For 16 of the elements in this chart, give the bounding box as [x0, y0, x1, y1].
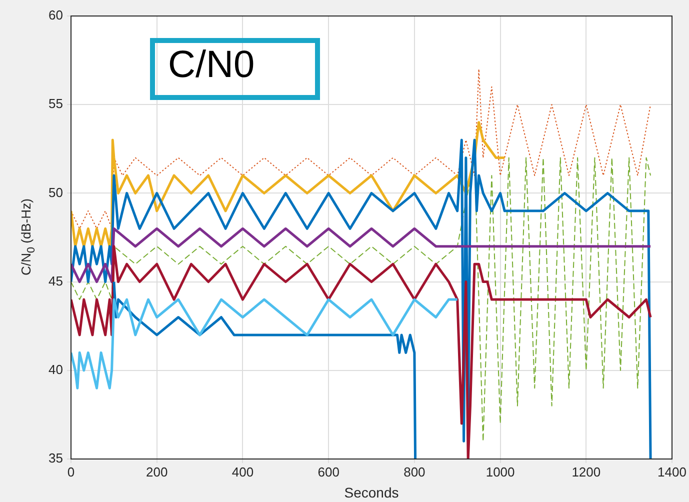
- y-tick-label: 50: [48, 184, 63, 200]
- x-tick-label: 0: [67, 464, 75, 480]
- x-tick-label: 400: [232, 464, 254, 480]
- x-tick-label: 600: [318, 464, 340, 480]
- y-tick-label: 40: [48, 362, 63, 377]
- y-tick-label: 60: [48, 8, 63, 23]
- x-tick-label: 1400: [658, 464, 686, 480]
- x-axis-title: Seconds: [344, 484, 399, 500]
- y-tick-label: 45: [48, 273, 63, 288]
- y-tick-label: 55: [48, 96, 63, 112]
- x-tick-label: 1200: [572, 464, 601, 480]
- x-tick-label: 800: [404, 464, 426, 480]
- x-tick-label: 1000: [486, 464, 515, 480]
- y-tick-label: 35: [48, 450, 63, 466]
- annotation: C/N0: [168, 44, 255, 87]
- x-tick-label: 200: [146, 464, 168, 480]
